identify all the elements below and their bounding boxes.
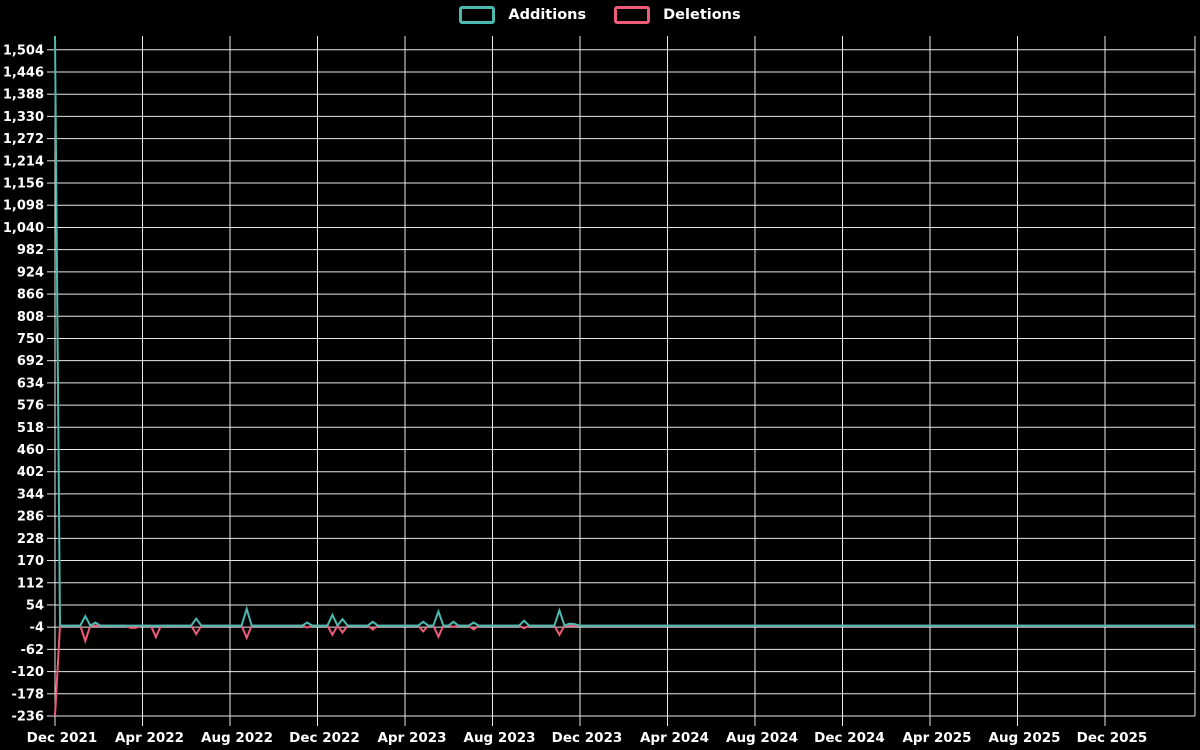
x-axis-tick-label: Apr 2025 [902,730,971,746]
x-axis-tick-label: Dec 2024 [814,730,885,746]
y-axis-tick-label: 634 [17,376,44,391]
y-axis-tick-label: 924 [17,265,44,280]
chart-legend: Additions Deletions [0,6,1200,24]
y-axis-tick-label: 1,156 [3,177,44,192]
y-axis-tick-label: -62 [21,643,45,658]
y-axis-tick-label: 228 [17,532,44,547]
y-axis-tick-label: 576 [17,399,44,414]
y-axis-tick-label: -178 [11,687,44,702]
y-axis-tick-label: -120 [11,665,44,680]
y-axis-tick-label: 1,388 [3,88,44,103]
x-axis-tick-label: Apr 2022 [115,730,184,746]
additions-line [54,35,1195,628]
x-axis-tick-label: Aug 2023 [464,730,536,746]
x-axis-tick-label: Aug 2024 [726,730,798,746]
legend-label-deletions: Deletions [663,6,741,23]
y-axis-tick-label: 750 [17,332,44,347]
y-axis-tick-label: 692 [17,354,44,369]
y-axis-tick-label: 866 [17,288,44,303]
y-gridlines [47,49,1195,717]
y-axis-tick-label: 112 [17,576,44,591]
deletions-line [54,623,1195,717]
y-axis-tick-label: 808 [17,310,44,325]
y-axis-tick-label: 170 [17,554,44,569]
y-axis-tick-label: -236 [11,710,44,725]
y-axis-tick-label: 402 [17,465,44,480]
y-axis-tick-label: 982 [17,243,44,258]
x-axis-labels: Dec 2021 Apr 2022 Aug 2022 Dec 2022 Apr 2023… [27,730,1148,746]
y-axis-tick-label: 1,330 [3,110,44,125]
y-axis-tick-label: 54 [26,598,44,613]
x-axis-tick-label: Apr 2023 [377,730,446,746]
x-axis-tick-label: Dec 2021 [27,730,98,746]
x-axis-tick-label: Dec 2025 [1077,730,1148,746]
x-axis-tick-label: Dec 2022 [289,730,360,746]
legend-item-additions[interactable]: Additions [459,6,586,24]
x-axis-tick-label: Dec 2023 [552,730,623,746]
additions-swatch-icon [459,6,496,24]
y-axis-tick-label: 344 [17,487,44,502]
y-axis-tick-label: 1,446 [3,65,44,80]
y-axis-tick-label: 460 [17,443,44,458]
y-axis-tick-label: 1,272 [3,132,44,147]
x-axis-tick-label: Aug 2025 [989,730,1061,746]
y-axis-labels: 1,504 1,446 1,388 1,330 1,272 1,214 1,156 1,098… [3,43,44,724]
y-axis-tick-label: 1,214 [3,154,44,169]
deletions-swatch-icon [614,6,651,24]
x-axis-tick-label: Aug 2022 [201,730,273,746]
y-axis-tick-label: -4 [30,621,44,636]
y-axis-tick-label: 1,504 [3,43,44,58]
y-axis-tick-label: 518 [17,421,44,436]
legend-label-additions: Additions [508,6,587,23]
y-axis-tick-label: 286 [17,510,44,525]
x-axis-tick-label: Apr 2024 [640,730,709,746]
legend-item-deletions[interactable]: Deletions [614,6,741,24]
y-axis-tick-label: 1,040 [3,221,44,236]
y-axis-tick-label: 1,098 [3,199,44,214]
x-gridlines [54,36,1196,726]
